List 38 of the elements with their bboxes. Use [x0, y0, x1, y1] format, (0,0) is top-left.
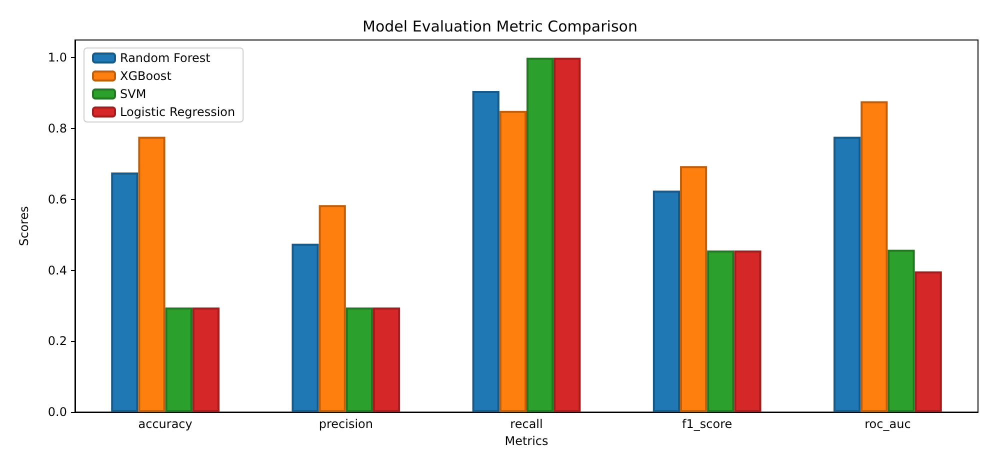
- bar: [499, 110, 526, 412]
- y-tick-label: 1.0: [48, 50, 67, 65]
- bar: [680, 166, 708, 412]
- bar: [914, 271, 942, 412]
- bar: [192, 308, 220, 412]
- y-tick-label: 0.2: [48, 334, 67, 348]
- legend-label: Random Forest: [120, 51, 211, 65]
- bar: [138, 136, 166, 412]
- bar: [526, 58, 554, 412]
- y-tick-label: 0.0: [48, 405, 67, 420]
- x-axis-title: Metrics: [504, 434, 548, 448]
- bar: [707, 250, 734, 412]
- bar: [472, 91, 500, 412]
- x-tick-label: accuracy: [138, 417, 192, 432]
- chart-title: Model Evaluation Metric Comparison: [362, 18, 638, 36]
- legend-label: Logistic Regression: [120, 105, 236, 119]
- bar: [860, 101, 888, 412]
- bar: [554, 58, 581, 412]
- bar: [372, 308, 400, 412]
- legend-label: XGBoost: [120, 69, 172, 83]
- y-axis-title: Scores: [17, 206, 31, 246]
- bar: [734, 250, 762, 412]
- x-tick-label: roc_auc: [864, 417, 911, 432]
- bar: [318, 205, 346, 412]
- x-tick-label: recall: [510, 417, 543, 432]
- y-tick-label: 0.4: [48, 263, 67, 278]
- x-tick-label: f1_score: [682, 417, 732, 432]
- x-tick-label: precision: [318, 417, 373, 432]
- bar: [165, 308, 192, 412]
- y-tick-label: 0.6: [48, 192, 67, 206]
- bar: [834, 136, 861, 412]
- legend-label: SVM: [120, 87, 146, 101]
- bar: [888, 250, 915, 412]
- y-tick-label: 0.8: [48, 122, 67, 136]
- bar: [292, 244, 319, 412]
- bar: [346, 308, 373, 412]
- bar: [652, 190, 680, 412]
- bar: [111, 172, 138, 412]
